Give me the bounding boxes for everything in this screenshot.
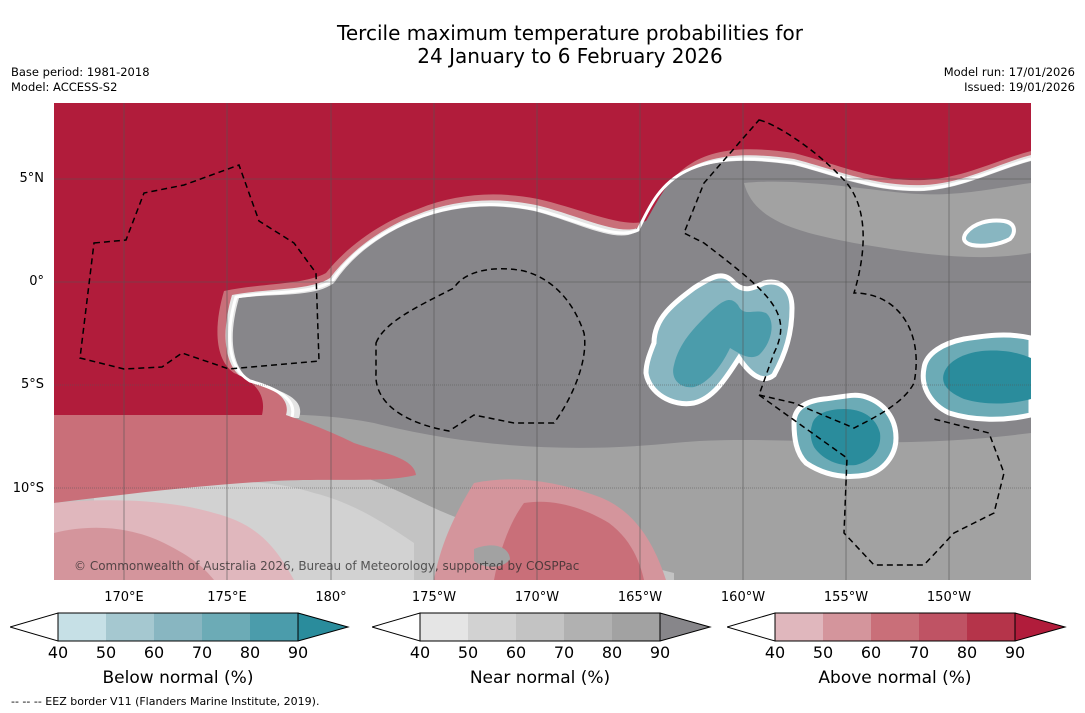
lat-label-5n: 5°N — [19, 171, 45, 186]
above-normal-swatch-40 — [775, 613, 823, 641]
lon-label-165w: 165°W — [617, 590, 663, 605]
near-normal-colorbar — [372, 612, 712, 642]
above-normal-south-west-mid — [54, 527, 214, 580]
lat-label-0: 0° — [29, 274, 44, 289]
below-tick: 50 — [95, 643, 117, 662]
lon-label-175w: 175°W — [411, 590, 457, 605]
meta-left: Base period: 1981-2018 Model: ACCESS-S2 — [11, 65, 150, 95]
near-tick: 60 — [505, 643, 527, 662]
above-tick: 80 — [956, 643, 978, 662]
issued-date: Issued: 19/01/2026 — [964, 80, 1075, 94]
near-tick: 40 — [409, 643, 431, 662]
below-normal-title: Below normal (%) — [102, 668, 254, 688]
probability-map — [54, 103, 1031, 580]
above-normal-swatch-60 — [871, 613, 919, 641]
above-tick: 40 — [764, 643, 786, 662]
near-tick: 50 — [457, 643, 479, 662]
near-normal-low-arrow — [372, 612, 421, 642]
near-tick: 80 — [601, 643, 623, 662]
eez-legend-note: -- -- -- EEZ border V11 (Flanders Marine… — [11, 695, 320, 708]
copyright-notice: © Commonwealth of Australia 2026, Bureau… — [74, 559, 580, 573]
lon-label-155w: 155°W — [823, 590, 869, 605]
below-normal-blob-east-core — [943, 350, 1031, 404]
base-period: Base period: 1981-2018 — [11, 65, 150, 79]
meta-right: Model run: 17/01/2026 Issued: 19/01/2026 — [944, 65, 1075, 95]
near-normal-upper-right — [744, 181, 1031, 258]
near-normal-swatch-80 — [612, 613, 660, 641]
below-normal-high-arrow — [298, 613, 348, 641]
below-normal-blob-west-core — [673, 299, 772, 388]
above-normal-swatch-70 — [919, 613, 967, 641]
above-normal-south-west — [54, 415, 416, 503]
lon-label-175e: 175°E — [207, 590, 247, 605]
lat-label-5s: 5°S — [20, 377, 44, 392]
below-normal-swatch-50 — [106, 613, 154, 641]
above-normal-core — [54, 103, 1031, 415]
above-normal-high-arrow — [1015, 613, 1065, 641]
near-normal-title: Near normal (%) — [469, 668, 611, 688]
below-normal-swatch-80 — [250, 613, 298, 641]
below-tick: 70 — [191, 643, 213, 662]
title-line-1: Tercile maximum temperature probabilitie… — [337, 21, 803, 45]
near-normal-high-arrow — [660, 613, 710, 641]
model-name: Model: ACCESS-S2 — [11, 80, 118, 94]
above-tick: 50 — [812, 643, 834, 662]
above-normal-contour — [228, 157, 1031, 418]
lon-label-180: 180° — [315, 590, 347, 605]
near-tick: 70 — [553, 643, 575, 662]
below-tick: 60 — [143, 643, 165, 662]
below-normal-swatch-40 — [58, 613, 106, 641]
title-line-2: 24 January to 6 February 2026 — [417, 44, 723, 68]
above-normal-south-centre-core — [494, 501, 644, 580]
near-normal-swatch-70 — [564, 613, 612, 641]
near-normal-swatch-60 — [516, 613, 564, 641]
lon-label-160w: 160°W — [720, 590, 766, 605]
above-normal-swatch-50 — [823, 613, 871, 641]
above-normal-title: Above normal (%) — [818, 668, 972, 688]
above-normal-low-arrow — [727, 612, 776, 642]
above-tick: 70 — [908, 643, 930, 662]
above-normal-swatch-80 — [967, 613, 1015, 641]
near-normal-island-patch — [474, 545, 510, 567]
below-tick: 80 — [239, 643, 261, 662]
below-normal-swatch-70 — [202, 613, 250, 641]
above-normal-colorbar — [727, 612, 1067, 642]
below-normal-swatch-60 — [154, 613, 202, 641]
graticule — [54, 103, 1031, 580]
near-tick: 90 — [649, 643, 671, 662]
below-normal-colorbar — [10, 612, 350, 642]
below-normal-low-arrow — [10, 612, 59, 642]
map-canvas — [54, 103, 1031, 580]
below-tick: 90 — [287, 643, 309, 662]
above-tick: 90 — [1004, 643, 1026, 662]
below-tick: 40 — [47, 643, 69, 662]
near-normal-swatch-50 — [468, 613, 516, 641]
above-tick: 60 — [860, 643, 882, 662]
near-normal-swatch-40 — [420, 613, 468, 641]
eez-borders — [79, 119, 1005, 566]
lon-label-150w: 150°W — [926, 590, 972, 605]
model-run: Model run: 17/01/2026 — [943, 65, 1075, 79]
lon-label-170w: 170°W — [514, 590, 560, 605]
lon-label-170e: 170°E — [104, 590, 144, 605]
map-title: Tercile maximum temperature probabilitie… — [0, 22, 1085, 68]
below-normal-blob-north-east — [962, 218, 1016, 248]
lat-label-10s: 10°S — [12, 481, 44, 496]
